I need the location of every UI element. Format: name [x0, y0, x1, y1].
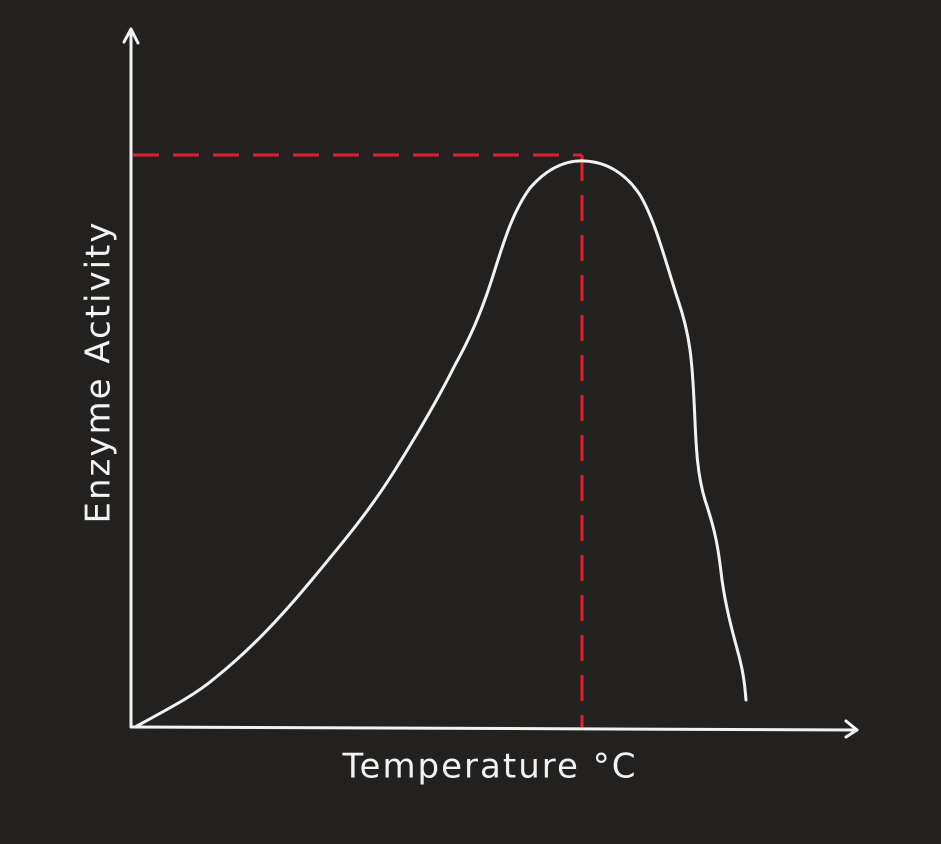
- enzyme-activity-curve: [133, 159, 748, 729]
- x-axis-label: Temperature °C: [342, 747, 638, 787]
- x-axis: [129, 725, 859, 732]
- y-axis-label: Enzyme Activity: [79, 221, 119, 524]
- y-axis-arrow: [122, 27, 140, 45]
- x-axis-arrow: [844, 719, 859, 739]
